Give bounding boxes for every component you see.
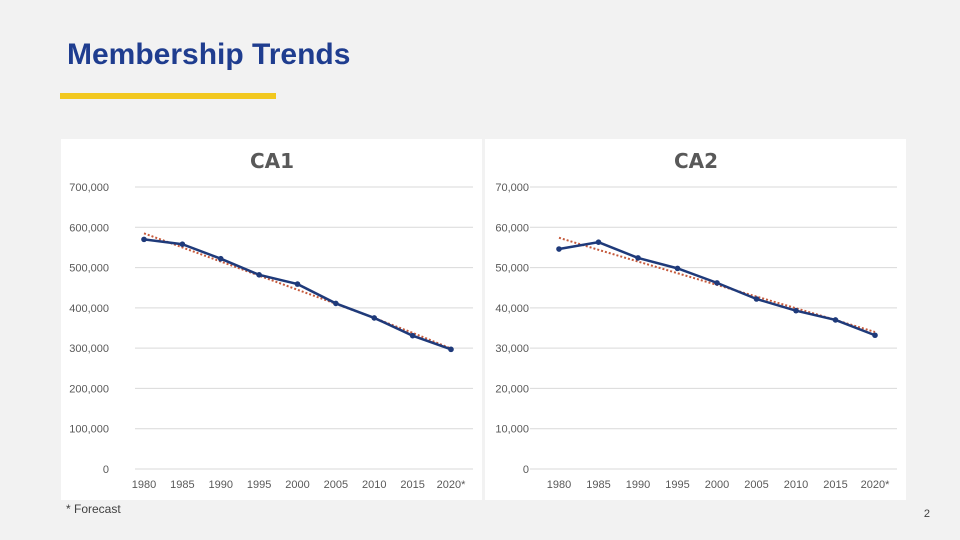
y-tick-label: 70,000 xyxy=(495,182,529,194)
series-line xyxy=(143,238,452,351)
y-tick-label: 300,000 xyxy=(69,343,109,355)
data-point xyxy=(872,332,878,339)
data-point xyxy=(371,315,378,321)
chart-ca1: CA1 0 100,000 200,000 300,000 400,000 500,000 6… xyxy=(61,139,482,500)
y-tick-label: 600,000 xyxy=(69,222,109,234)
trendline xyxy=(143,232,452,350)
x-tick-label: 2005 xyxy=(744,479,768,491)
x-tick-label: 2015 xyxy=(400,479,424,491)
x-tick-label: 2005 xyxy=(324,479,348,491)
y-tick-label: 0 xyxy=(523,464,529,476)
y-tick-label: 400,000 xyxy=(69,303,109,315)
data-point xyxy=(793,307,799,314)
y-tick-label: 50,000 xyxy=(495,263,529,275)
x-tick-label: 2020* xyxy=(861,479,890,491)
data-point xyxy=(595,239,602,245)
data-point xyxy=(294,281,301,287)
x-tick-label: 1990 xyxy=(209,479,233,491)
x-tick-label: 2020* xyxy=(437,479,466,491)
data-point xyxy=(674,265,681,272)
data-point xyxy=(753,296,760,302)
page-number: 2 xyxy=(923,508,930,520)
y-tick-label: 500,000 xyxy=(69,263,109,275)
title-accent-bar xyxy=(60,93,276,99)
data-point xyxy=(333,300,339,307)
data-point xyxy=(635,255,641,261)
data-point xyxy=(556,246,562,252)
data-point xyxy=(448,346,454,353)
x-tick-label: 2000 xyxy=(705,479,729,491)
y-tick-label: 20,000 xyxy=(495,383,529,395)
series-line xyxy=(558,240,876,337)
chart-title: CA2 xyxy=(674,149,718,173)
chart-ca2-svg: CA2 0 10,000 20,000 30,000 40,000 50,000 60,000… xyxy=(495,149,897,491)
x-tick-label: 2000 xyxy=(285,479,309,491)
chart-ca2: CA2 0 10,000 20,000 30,000 40,000 50,000 60,000… xyxy=(485,139,906,500)
y-tick-label: 200,000 xyxy=(69,383,109,395)
data-point xyxy=(217,255,224,262)
y-tick-label: 100,000 xyxy=(69,424,109,436)
page-title: Membership Trends xyxy=(67,38,351,71)
chart-title: CA1 xyxy=(250,149,294,173)
data-point xyxy=(141,236,147,243)
x-tick-label: 1985 xyxy=(586,479,610,491)
chart-ca1-svg: CA1 0 100,000 200,000 300,000 400,000 500,000 6… xyxy=(69,149,473,491)
data-point xyxy=(409,332,416,339)
x-tick-label: 1990 xyxy=(626,479,650,491)
x-tick-label: 2015 xyxy=(823,479,847,491)
data-point xyxy=(714,280,720,286)
data-point xyxy=(256,272,262,278)
x-tick-label: 1995 xyxy=(665,479,689,491)
x-tick-label: 1995 xyxy=(247,479,271,491)
y-tick-label: 0 xyxy=(103,464,109,476)
x-tick-label: 1980 xyxy=(547,479,571,491)
x-tick-label: 1980 xyxy=(132,479,156,491)
y-tick-label: 700,000 xyxy=(69,182,109,194)
data-point xyxy=(179,241,186,248)
x-tick-label: 1985 xyxy=(170,479,194,491)
x-tick-label: 2010 xyxy=(362,479,386,491)
forecast-footnote: * Forecast xyxy=(66,502,121,516)
y-tick-label: 10,000 xyxy=(495,424,529,436)
y-tick-label: 40,000 xyxy=(495,303,529,315)
y-tick-label: 60,000 xyxy=(495,222,529,234)
data-point xyxy=(832,317,839,323)
y-tick-label: 30,000 xyxy=(495,343,529,355)
x-tick-label: 2010 xyxy=(784,479,808,491)
